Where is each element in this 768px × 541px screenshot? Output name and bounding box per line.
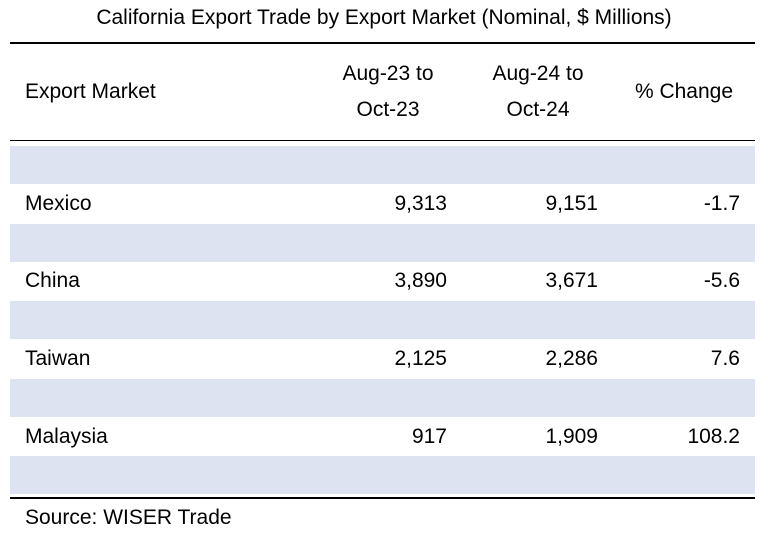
row-label: China <box>25 269 80 293</box>
column-header: Oct-24 <box>506 98 570 121</box>
row-shade <box>10 146 755 184</box>
row-label: Taiwan <box>25 347 91 370</box>
table-cell: 3,890 <box>394 269 447 293</box>
row-shade <box>10 378 755 417</box>
table-cell: 2,286 <box>545 347 598 370</box>
rule <box>10 140 755 141</box>
table-cell: 108.2 <box>687 424 740 448</box>
column-header: % Change <box>634 80 734 103</box>
row-label: Malaysia <box>25 424 108 448</box>
table-cell: 7.6 <box>710 347 740 370</box>
column-header: Aug-23 to <box>342 62 434 85</box>
table-cell: -5.6 <box>703 269 740 293</box>
table-cell: 9,313 <box>394 191 447 215</box>
rule <box>10 497 755 499</box>
source-note: Source: WISER Trade <box>25 506 232 529</box>
table-cell: 917 <box>411 424 447 448</box>
row-shade <box>10 223 755 262</box>
table-cell: 9,151 <box>545 191 598 215</box>
table-cell: 3,671 <box>545 269 598 293</box>
column-header: Export Market <box>25 80 156 103</box>
table-title: California Export Trade by Export Market… <box>96 6 672 29</box>
table-cell: 1,909 <box>545 424 598 448</box>
column-header: Oct-23 <box>356 98 420 121</box>
rule <box>10 42 755 44</box>
table-cell: 2,125 <box>394 347 447 370</box>
column-header: Aug-24 to <box>492 62 584 85</box>
table-cell: -1.7 <box>703 191 740 215</box>
row-shade <box>10 301 755 340</box>
row-label: Mexico <box>25 191 92 215</box>
row-shade <box>10 456 755 495</box>
